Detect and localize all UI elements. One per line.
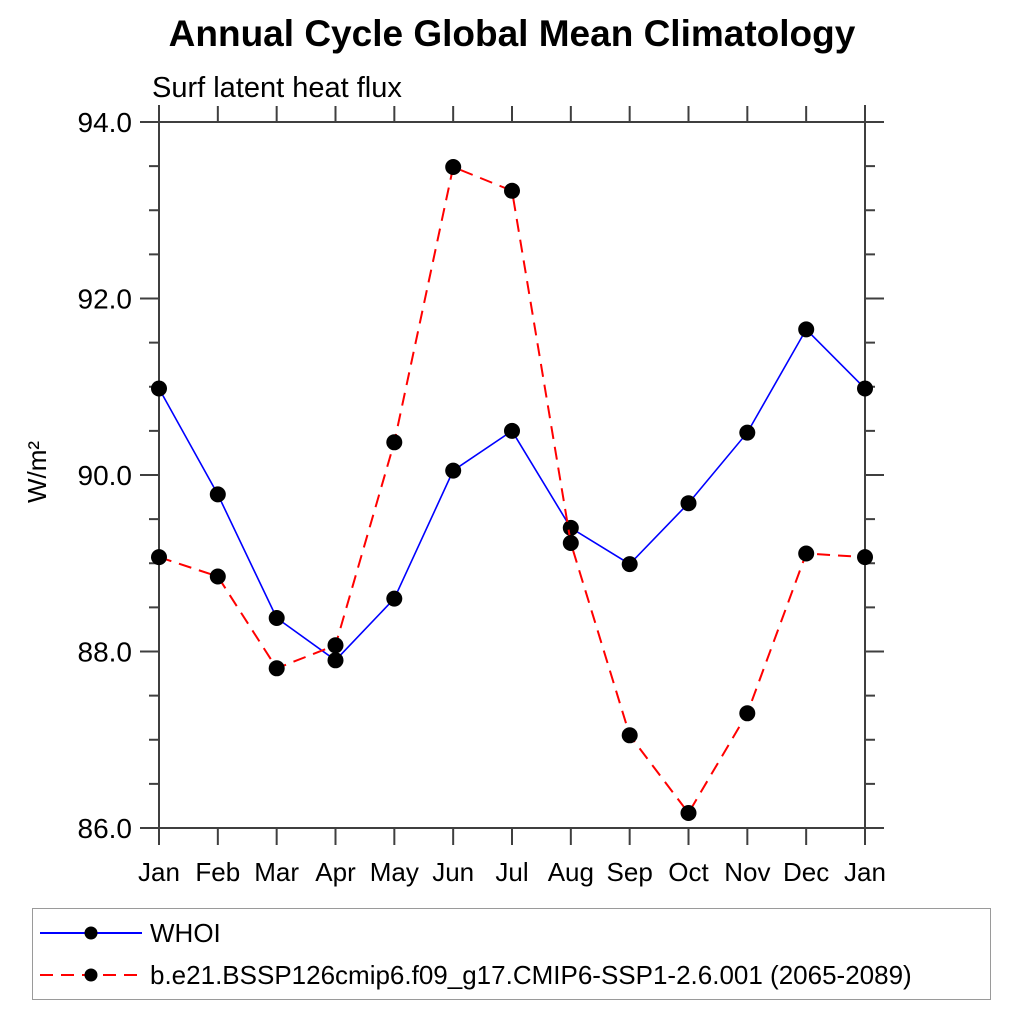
chart-subtitle: Surf latent heat flux: [152, 72, 402, 104]
x-tick-label: Nov: [724, 857, 770, 887]
data-point: [268, 610, 285, 626]
data-point: [445, 159, 462, 175]
x-tick-label: Aug: [548, 857, 594, 887]
data-point: [209, 486, 226, 503]
data-point: [327, 637, 344, 654]
y-tick-label: 90.0: [78, 460, 133, 491]
data-point: [209, 568, 226, 585]
data-point: [798, 545, 815, 562]
data-point: [151, 380, 167, 397]
data-point: [562, 535, 579, 551]
data-point: [621, 556, 638, 573]
data-point: [151, 549, 167, 566]
y-tick-label: 88.0: [78, 637, 133, 668]
data-point: [739, 705, 756, 722]
data-point: [562, 519, 579, 536]
y-axis-title: W/m²: [22, 441, 52, 503]
data-point: [504, 182, 520, 199]
data-point: [386, 590, 403, 607]
x-tick-label: Feb: [195, 857, 240, 887]
data-point: [680, 495, 697, 512]
data-point: [268, 660, 285, 677]
legend-sample-solid-line: [40, 926, 142, 940]
data-point: [445, 462, 462, 479]
x-tick-label: Jan: [138, 857, 180, 887]
x-tick-label: Jan: [844, 857, 886, 887]
x-tick-label: Jun: [432, 857, 474, 887]
data-point: [386, 434, 403, 451]
legend: WHOI b.e21.BSSP126cmip6.f09_g17.CMIP6-SS…: [32, 908, 991, 1000]
data-point: [504, 422, 520, 439]
axis-ticks: [140, 106, 884, 845]
series-line-solid: [158, 328, 866, 662]
y-tick-label: 92.0: [78, 284, 133, 315]
data-point: [739, 424, 756, 441]
x-tick-label: Sep: [607, 857, 653, 887]
legend-label-cmip6: b.e21.BSSP126cmip6.f09_g17.CMIP6-SSP1-2.…: [150, 959, 912, 990]
x-tick-label: Dec: [783, 857, 829, 887]
chart-title: Annual Cycle Global Mean Climatology: [168, 13, 856, 54]
y-tick-label: 86.0: [78, 813, 133, 844]
data-point: [680, 805, 697, 821]
x-tick-label: May: [370, 857, 419, 887]
legend-marker-dot: [84, 968, 98, 982]
data-point: [327, 652, 344, 669]
x-tick-label: Apr: [315, 857, 356, 887]
data-series: [151, 159, 873, 821]
data-point: [621, 727, 638, 744]
legend-row-whoi: WHOI: [38, 915, 990, 951]
x-tick-label: Oct: [668, 857, 709, 887]
legend-label-whoi: WHOI: [150, 917, 221, 948]
data-point: [857, 549, 873, 566]
axes-frame: [140, 105, 884, 845]
x-tick-label: Mar: [254, 857, 299, 887]
legend-marker-dot: [84, 926, 98, 940]
data-point: [857, 380, 873, 397]
legend-row-cmip6: b.e21.BSSP126cmip6.f09_g17.CMIP6-SSP1-2.…: [38, 957, 990, 993]
series-line-dashed: [158, 165, 866, 815]
data-point: [798, 321, 815, 338]
legend-sample-dashed-line: [40, 968, 142, 982]
y-tick-label: 94.0: [78, 107, 133, 138]
axis-labels: Jan Feb Mar Apr May Jun Jul Aug Sep Oct Nov Dec Jan8…: [78, 107, 886, 887]
x-tick-label: Jul: [495, 857, 528, 887]
